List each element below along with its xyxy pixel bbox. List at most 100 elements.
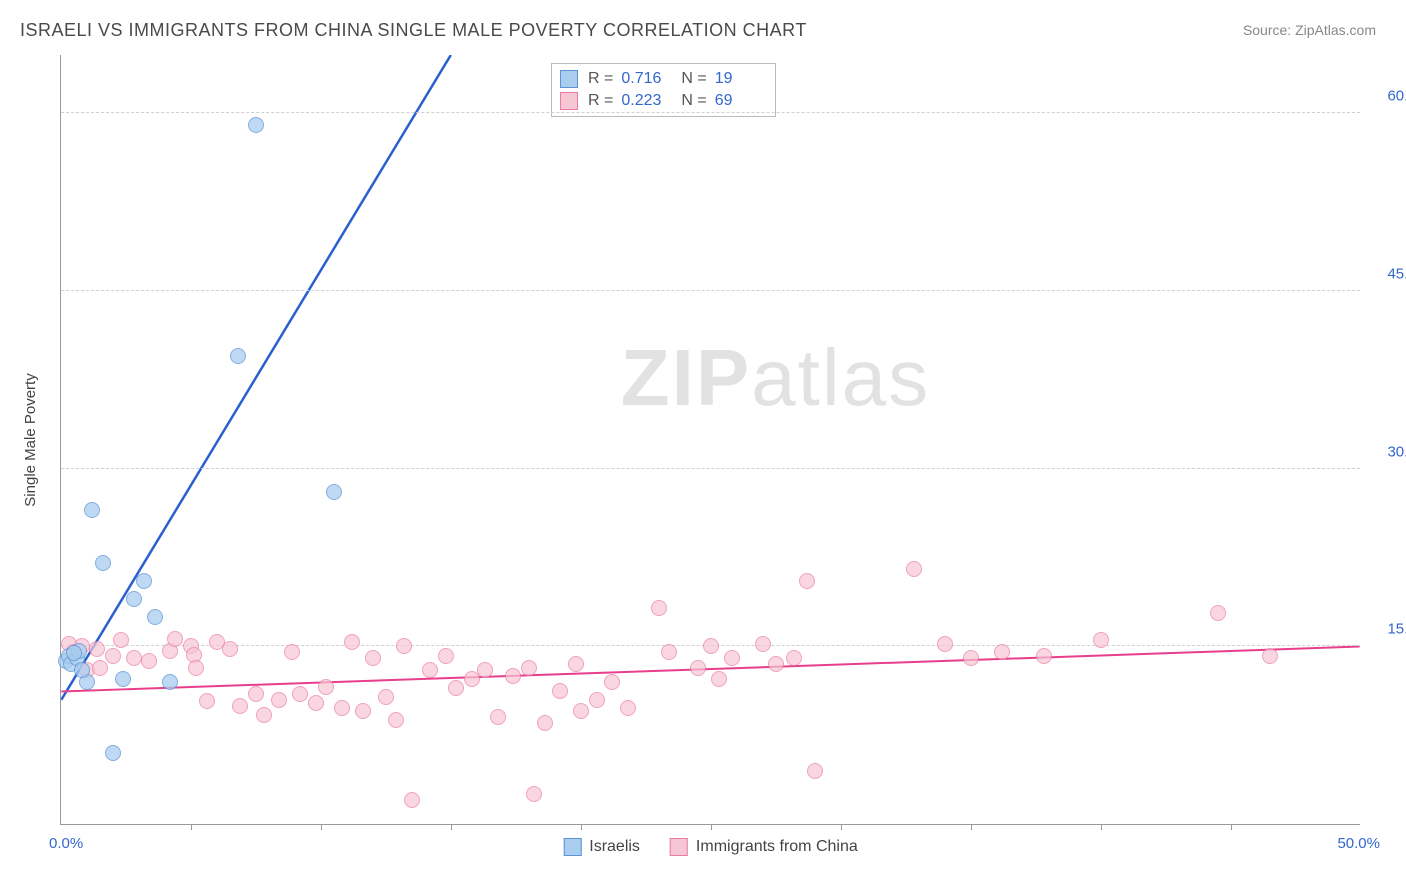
data-point-israelis [105,745,121,761]
data-point-china [1262,648,1278,664]
data-point-china [396,638,412,654]
data-point-china [994,644,1010,660]
x-tick [451,824,452,830]
data-point-china [620,700,636,716]
data-point-israelis [230,348,246,364]
legend-swatch-pink [670,838,688,856]
data-point-china [651,600,667,616]
data-point-china [724,650,740,666]
data-point-china [1036,648,1052,664]
data-point-israelis [126,591,142,607]
series-legend: Israelis Immigrants from China [563,838,858,856]
data-point-china [422,662,438,678]
data-point-israelis [84,502,100,518]
x-tick [841,824,842,830]
stats-row-china: R = 0.223 N = 69 [560,90,765,112]
gridline [61,290,1360,291]
data-point-israelis [248,117,264,133]
data-point-china [521,660,537,676]
data-point-china [799,573,815,589]
data-point-china [438,648,454,664]
legend-item-china: Immigrants from China [670,838,858,856]
data-point-israelis [147,609,163,625]
data-point-china [537,715,553,731]
data-point-china [589,692,605,708]
gridline [61,468,1360,469]
data-point-china [526,786,542,802]
data-point-china [1093,632,1109,648]
data-point-china [552,683,568,699]
x-tick [321,824,322,830]
data-point-china [786,650,802,666]
data-point-china [404,792,420,808]
y-tick-label: 45.0% [1370,265,1406,282]
data-point-china [690,660,706,676]
data-point-china [388,712,404,728]
data-point-china [344,634,360,650]
data-point-china [604,674,620,690]
data-point-israelis [66,645,82,661]
data-point-china [284,644,300,660]
data-point-china [141,653,157,669]
data-point-china [505,668,521,684]
data-point-china [490,709,506,725]
data-point-china [89,641,105,657]
plot-area: ZIPatlas R = 0.716 N = 19 R = 0.223 N = … [60,55,1360,825]
trend-lines [61,55,1360,824]
y-axis-label: Single Male Poverty [22,373,39,506]
x-tick [191,824,192,830]
data-point-china [292,686,308,702]
data-point-china [573,703,589,719]
trend-line-israelis [61,55,450,700]
x-tick [711,824,712,830]
x-tick [1101,824,1102,830]
stats-row-israelis: R = 0.716 N = 19 [560,68,765,90]
data-point-israelis [74,662,90,678]
y-tick-label: 15.0% [1370,621,1406,638]
data-point-china [661,644,677,660]
data-point-israelis [95,555,111,571]
data-point-china [308,695,324,711]
legend-label-china: Immigrants from China [696,838,858,856]
data-point-china [232,698,248,714]
watermark: ZIPatlas [621,332,930,424]
data-point-china [222,641,238,657]
data-point-china [318,679,334,695]
data-point-china [755,636,771,652]
data-point-china [378,689,394,705]
data-point-china [188,660,204,676]
data-point-china [807,763,823,779]
data-point-china [256,707,272,723]
legend-item-israelis: Israelis [563,838,640,856]
data-point-israelis [136,573,152,589]
data-point-china [448,680,464,696]
x-tick [1231,824,1232,830]
data-point-china [568,656,584,672]
data-point-israelis [162,674,178,690]
legend-label-israelis: Israelis [589,838,640,856]
data-point-china [937,636,953,652]
data-point-china [963,650,979,666]
y-tick-label: 30.0% [1370,443,1406,460]
x-origin-label: 0.0% [49,835,83,852]
data-point-china [355,703,371,719]
x-tick [581,824,582,830]
swatch-pink [560,92,578,110]
gridline [61,112,1360,113]
x-tick [971,824,972,830]
data-point-israelis [326,484,342,500]
data-point-china [126,650,142,666]
data-point-china [711,671,727,687]
swatch-blue [560,70,578,88]
stats-legend: R = 0.716 N = 19 R = 0.223 N = 69 [551,63,776,117]
chart-container: ISRAELI VS IMMIGRANTS FROM CHINA SINGLE … [0,0,1406,892]
data-point-china [365,650,381,666]
data-point-china [92,660,108,676]
data-point-china [248,686,264,702]
data-point-china [271,692,287,708]
data-point-china [199,693,215,709]
x-max-label: 50.0% [1337,835,1380,852]
data-point-china [906,561,922,577]
data-point-china [113,632,129,648]
data-point-china [477,662,493,678]
